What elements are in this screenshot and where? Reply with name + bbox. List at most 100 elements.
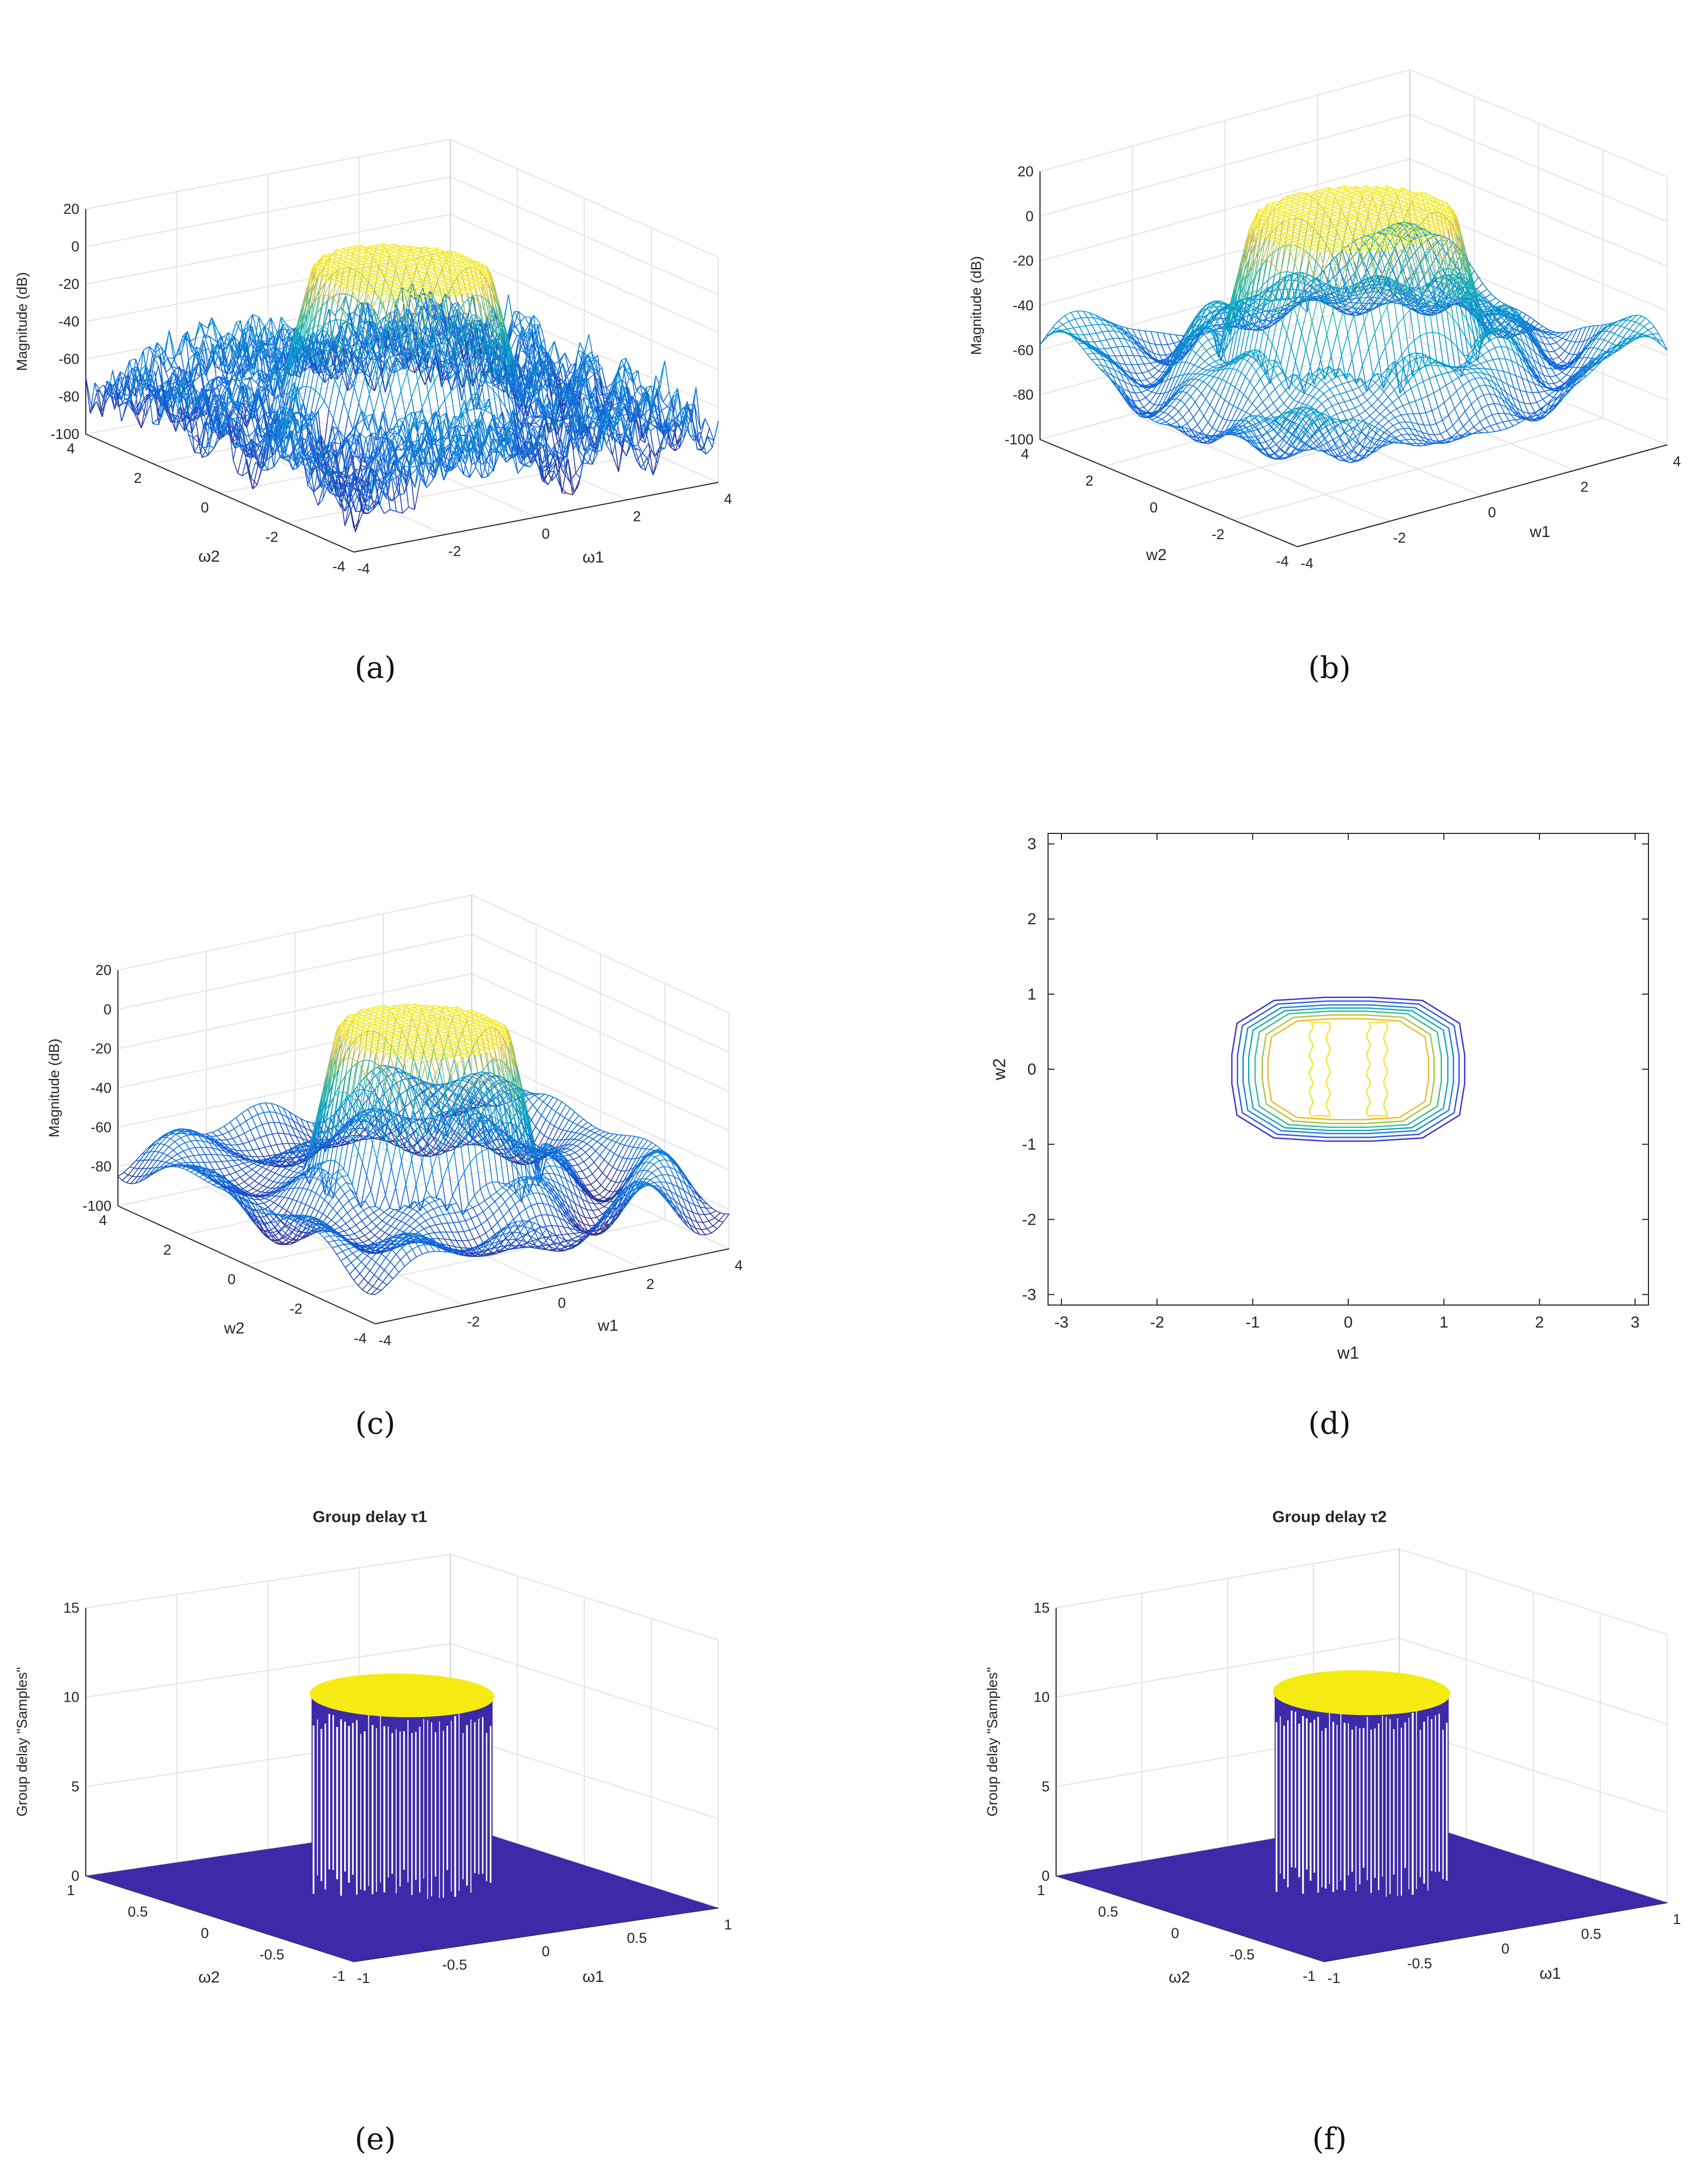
x-axis-label: ω1 bbox=[583, 548, 604, 566]
mesh-line bbox=[381, 268, 388, 271]
mesh-line bbox=[255, 399, 262, 418]
mesh-line bbox=[396, 511, 403, 514]
mesh-line bbox=[450, 260, 457, 263]
mesh-line bbox=[399, 252, 406, 256]
mesh-line bbox=[433, 272, 440, 274]
mesh-line bbox=[392, 245, 399, 249]
z-tick-label: 20 bbox=[63, 201, 79, 217]
mesh-line bbox=[185, 428, 192, 434]
mesh-line bbox=[114, 371, 121, 399]
mesh-line bbox=[369, 248, 376, 249]
mesh-line bbox=[285, 360, 293, 388]
mesh-line bbox=[170, 385, 177, 394]
mesh-line bbox=[411, 273, 418, 275]
mesh-line bbox=[387, 278, 393, 280]
mesh-line bbox=[264, 325, 271, 332]
mesh-line bbox=[357, 249, 364, 252]
mesh-line bbox=[187, 403, 194, 412]
y-grid-line bbox=[219, 198, 585, 494]
mesh-line bbox=[518, 311, 525, 317]
mesh-line bbox=[308, 315, 316, 327]
mesh-line bbox=[463, 312, 469, 315]
mesh-line bbox=[381, 256, 388, 258]
mesh-line bbox=[386, 359, 392, 372]
mesh-line bbox=[388, 243, 394, 246]
mesh-line bbox=[391, 280, 398, 282]
mesh-line bbox=[337, 401, 345, 430]
z-tick-label: -20 bbox=[58, 276, 79, 292]
mesh-line bbox=[475, 287, 482, 289]
mesh-line bbox=[664, 361, 670, 392]
x-tick-label: 2 bbox=[633, 509, 641, 525]
mesh-line bbox=[365, 245, 372, 248]
mesh-line bbox=[206, 422, 213, 426]
mesh-line bbox=[232, 417, 239, 419]
mesh-line bbox=[547, 341, 555, 354]
mesh-line bbox=[426, 276, 433, 278]
y-tick-label: -4 bbox=[332, 558, 345, 575]
mesh-line bbox=[210, 336, 217, 342]
mesh-line bbox=[258, 317, 265, 327]
mesh-line bbox=[338, 275, 345, 278]
mesh-line bbox=[368, 250, 374, 253]
mesh-line bbox=[277, 347, 284, 349]
mesh-line bbox=[164, 351, 172, 368]
mesh-line bbox=[441, 378, 448, 381]
mesh-line bbox=[564, 352, 571, 366]
mesh-line bbox=[410, 465, 417, 468]
mesh-line bbox=[549, 341, 555, 360]
mesh-line bbox=[387, 266, 393, 270]
mesh-line bbox=[427, 273, 434, 275]
mesh-line bbox=[394, 391, 402, 411]
y-axis-line bbox=[85, 434, 354, 553]
mesh-line bbox=[345, 293, 352, 296]
mesh-line bbox=[191, 363, 198, 372]
mesh-line bbox=[403, 278, 410, 280]
mesh-line bbox=[332, 277, 339, 280]
mesh-line bbox=[384, 250, 391, 252]
mesh-line bbox=[391, 257, 398, 260]
mesh-line bbox=[663, 401, 668, 407]
mesh-line bbox=[154, 384, 162, 390]
mesh-line bbox=[375, 289, 382, 292]
mesh-line bbox=[380, 248, 387, 251]
mesh-line bbox=[371, 244, 377, 247]
mesh-line bbox=[318, 374, 325, 383]
mesh-line bbox=[188, 353, 195, 361]
mesh-line bbox=[359, 331, 366, 340]
mesh-line bbox=[363, 259, 369, 263]
mesh-line bbox=[352, 271, 359, 273]
mesh-line bbox=[621, 357, 626, 361]
mesh-line bbox=[353, 312, 360, 317]
mesh-line bbox=[429, 247, 436, 249]
mesh-line bbox=[422, 251, 429, 254]
mesh-line bbox=[358, 258, 365, 260]
mesh-line bbox=[454, 285, 461, 287]
mesh-line bbox=[149, 346, 156, 353]
mesh-line bbox=[478, 280, 485, 282]
x-tick-label: 4 bbox=[724, 491, 732, 507]
mesh-line bbox=[387, 255, 394, 257]
mesh-line bbox=[241, 320, 249, 333]
x-tick-label: -4 bbox=[357, 561, 370, 577]
mesh-line bbox=[417, 260, 424, 264]
mesh-line bbox=[116, 391, 124, 404]
mesh-line bbox=[205, 381, 213, 393]
mesh-line bbox=[152, 354, 159, 357]
mesh-line bbox=[328, 379, 336, 409]
mesh-line bbox=[481, 476, 488, 479]
y-tick-label: 4 bbox=[66, 441, 75, 457]
z-grid-line bbox=[85, 138, 719, 258]
mesh-line bbox=[429, 270, 436, 272]
y-tick-label: 2 bbox=[133, 470, 142, 486]
mesh-line bbox=[459, 275, 466, 278]
mesh-line bbox=[420, 367, 427, 375]
mesh-line bbox=[404, 255, 411, 257]
y-grid-line bbox=[286, 228, 652, 523]
mesh-line bbox=[351, 250, 358, 254]
mesh-line bbox=[169, 376, 177, 396]
mesh-line bbox=[515, 322, 521, 327]
mesh-line bbox=[403, 247, 409, 249]
mesh-line bbox=[329, 351, 336, 368]
mesh-line bbox=[533, 315, 540, 323]
